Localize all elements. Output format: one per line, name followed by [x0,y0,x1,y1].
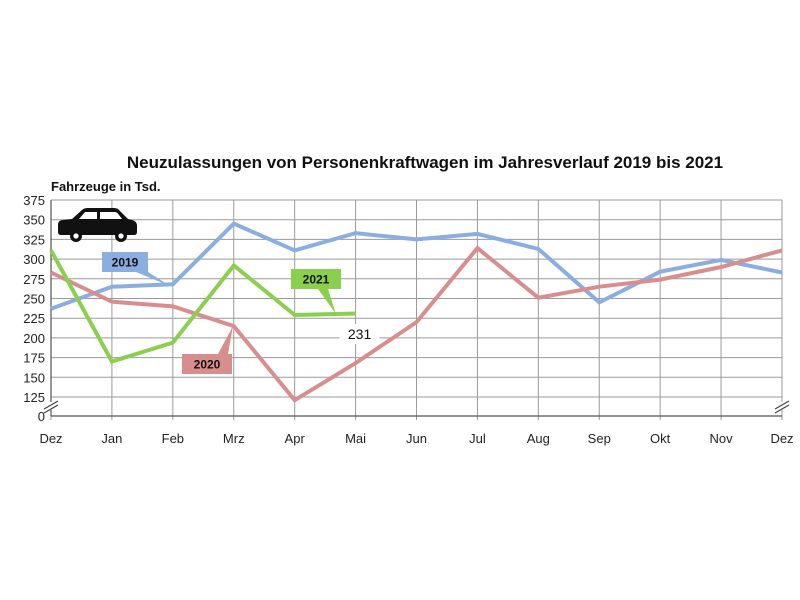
grid [50,199,783,420]
x-tick-label: Apr [285,431,306,446]
axis-break-left [43,400,59,414]
series-line-2020 [50,245,783,403]
y-tick-label: 200 [23,331,45,346]
y-tick-label: 150 [23,370,45,385]
y-tick-label: 350 [23,213,45,228]
y-tick-label: 300 [23,252,45,267]
y-tick-label: 0 [38,409,45,424]
x-tick-labels: Dez Jan Feb Mrz Apr Mai Jun Jul Aug Sep Okt Nov Dez [39,431,793,446]
series-label-text: 2021 [303,273,330,287]
series-label-2021: 2021 [291,269,341,314]
annotation-text: 231 [348,326,372,342]
series-label-box [182,354,232,374]
chart-title: Neuzulassungen von Personenkraftwagen im… [127,153,723,172]
y-tick-label: 175 [23,351,45,366]
x-tick-label: Nov [710,431,734,446]
x-tick-label: Dez [39,431,62,446]
x-tick-label: Mrz [223,431,245,446]
series-line-2019 [50,221,783,311]
x-tick-label: Jul [469,431,486,446]
axis-break-right-gap [776,402,788,410]
series-label-pointer [136,272,170,286]
x-tick-label: Dez [770,431,793,446]
x-tick-label: Feb [162,431,184,446]
series-labels: 2019 2020 2021 [102,252,341,374]
series-label-box [102,252,148,272]
y-tick-label: 325 [23,232,45,247]
series-label-2020: 2020 [182,326,233,374]
series-label-pointer [218,326,233,354]
y-tick-labels: 0 125 150 175 200 225 250 275 300 325 350 375 [23,193,45,424]
series-label-text: 2020 [194,358,221,372]
y-tick-label: 275 [23,272,45,287]
series-label-pointer [318,289,336,314]
x-tick-label: Aug [527,431,550,446]
car-icon [58,208,137,242]
y-tick-label: 250 [23,292,45,307]
annotation: 231 [339,324,380,344]
x-tick-label: Jan [101,431,122,446]
axis-break-right [774,400,790,414]
y-tick-label: 375 [23,193,45,208]
series-label-text: 2019 [112,256,139,270]
y-tick-label: 125 [23,390,45,405]
annotations: 231 [339,324,380,344]
series-label-2019: 2019 [102,252,170,286]
x-tick-label: Sep [588,431,611,446]
x-tick-label: Jun [406,431,427,446]
y-tick-label: 225 [23,311,45,326]
annotation-bg [339,324,380,344]
axis-break-left-gap [45,402,57,410]
series-line-2021 [49,249,356,364]
series-label-box [291,269,341,289]
x-tick-label: Mai [345,431,366,446]
y-axis-label: Fahrzeuge in Tsd. [51,179,161,194]
x-tick-label: Okt [650,431,671,446]
series-lines [49,221,783,403]
